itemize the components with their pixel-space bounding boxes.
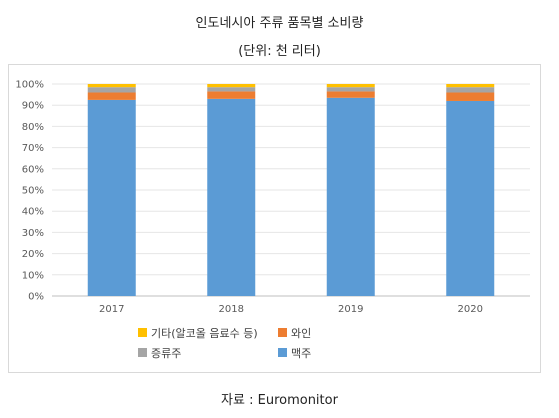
- bar-segment: [207, 98, 256, 296]
- x-tick-label: 2019: [338, 304, 363, 315]
- bar-segment: [326, 84, 375, 88]
- y-tick-label: 10%: [22, 270, 44, 281]
- y-tick-label: 40%: [22, 207, 44, 218]
- bar-segment: [446, 100, 495, 297]
- bar-segment: [326, 87, 375, 92]
- y-tick-label: 60%: [22, 164, 44, 175]
- y-tick-label: 30%: [22, 228, 44, 239]
- bar-segment: [87, 87, 136, 93]
- bar-segment: [87, 99, 136, 297]
- legend-label: 기타(알코올 음료수 등): [151, 326, 258, 340]
- chart-subtitle: (단위: 천 리터): [238, 44, 321, 59]
- y-tick-label: 0%: [28, 292, 44, 303]
- y-tick-label: 80%: [22, 122, 44, 133]
- chart-title: 인도네시아 주류 품목별 소비량: [195, 16, 364, 31]
- bar-segment: [326, 97, 375, 296]
- source-note: 자료 : Euromonitor: [221, 393, 338, 408]
- bar-segment: [87, 92, 136, 100]
- bar-segment: [207, 84, 256, 88]
- bar-segment: [446, 92, 495, 101]
- y-tick-label: 70%: [22, 143, 44, 154]
- x-tick-label: 2017: [99, 304, 124, 315]
- y-tick-label: 50%: [22, 186, 44, 197]
- bar-segment: [446, 84, 495, 88]
- legend-swatch: [138, 328, 147, 337]
- legend-swatch: [278, 328, 287, 337]
- x-tick-label: 2020: [458, 304, 483, 315]
- bar-segment: [326, 91, 375, 98]
- legend-label: 증류주: [151, 347, 181, 360]
- legend-swatch: [278, 348, 287, 357]
- legend-label: 와인: [291, 327, 311, 340]
- legend-swatch: [138, 348, 147, 357]
- y-tick-label: 20%: [22, 249, 44, 260]
- bar-segment: [446, 87, 495, 93]
- y-tick-label: 90%: [22, 101, 44, 112]
- legend-label: 맥주: [291, 347, 311, 360]
- x-tick-label: 2018: [219, 304, 244, 315]
- y-tick-label: 100%: [15, 80, 44, 91]
- bar-segment: [207, 87, 256, 92]
- bar-segment: [87, 84, 136, 88]
- bar-segment: [207, 91, 256, 99]
